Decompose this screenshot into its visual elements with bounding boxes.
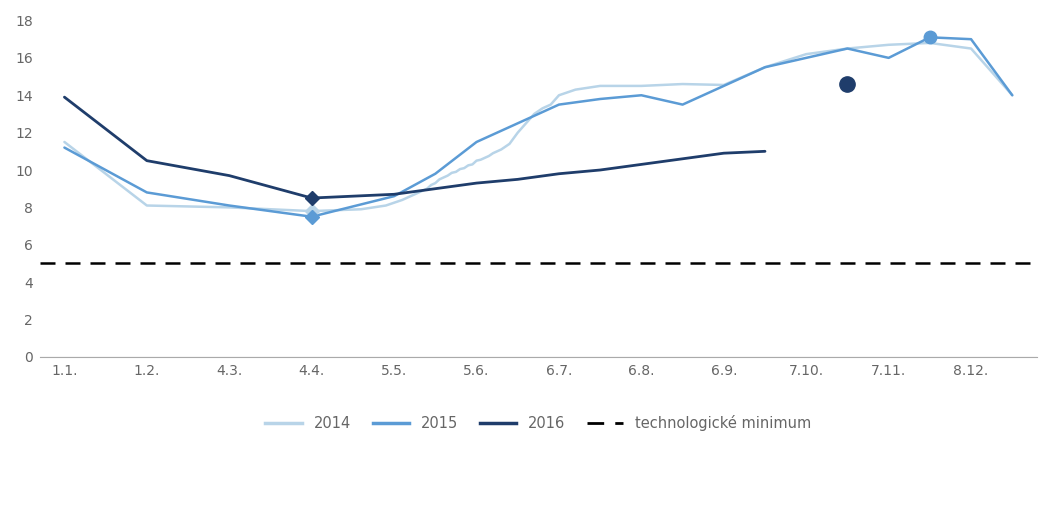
Legend: 2014, 2015, 2016, technologické minimum: 2014, 2015, 2016, technologické minimum xyxy=(260,410,817,437)
